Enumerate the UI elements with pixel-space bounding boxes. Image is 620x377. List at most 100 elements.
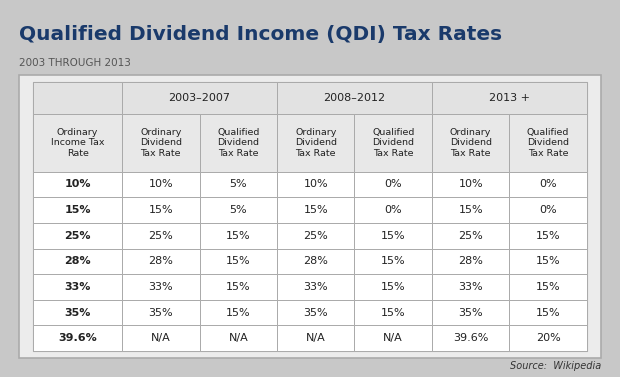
Text: 0%: 0% <box>384 205 402 215</box>
Bar <box>277 172 355 197</box>
Text: 33%: 33% <box>458 282 483 292</box>
Text: 5%: 5% <box>229 205 247 215</box>
Bar <box>33 325 122 351</box>
Bar <box>122 274 200 300</box>
Text: 28%: 28% <box>64 256 91 266</box>
Text: 15%: 15% <box>536 256 560 266</box>
Bar <box>355 197 432 223</box>
Text: 35%: 35% <box>303 308 328 317</box>
Text: 10%: 10% <box>458 179 483 189</box>
Bar <box>432 223 510 248</box>
Text: 15%: 15% <box>64 205 91 215</box>
Bar <box>122 248 200 274</box>
Bar <box>510 172 587 197</box>
Bar <box>510 274 587 300</box>
Bar <box>355 223 432 248</box>
Bar <box>510 300 587 325</box>
Text: 33%: 33% <box>303 282 328 292</box>
Text: 15%: 15% <box>536 282 560 292</box>
Bar <box>33 248 122 274</box>
Text: 28%: 28% <box>303 256 328 266</box>
Bar <box>200 114 277 172</box>
Bar <box>200 325 277 351</box>
Bar <box>432 197 510 223</box>
Bar <box>277 274 355 300</box>
Bar <box>33 114 122 172</box>
Bar <box>432 172 510 197</box>
Bar <box>122 172 200 197</box>
Text: 15%: 15% <box>149 205 173 215</box>
Text: 15%: 15% <box>381 231 405 241</box>
Text: Qualified
Dividend
Tax Rate: Qualified Dividend Tax Rate <box>527 128 569 158</box>
Bar <box>277 325 355 351</box>
Text: 25%: 25% <box>148 231 173 241</box>
Bar <box>277 223 355 248</box>
Text: 10%: 10% <box>64 179 91 189</box>
Text: Ordinary
Dividend
Tax Rate: Ordinary Dividend Tax Rate <box>140 128 182 158</box>
Text: 15%: 15% <box>226 282 250 292</box>
Text: 35%: 35% <box>458 308 483 317</box>
Bar <box>277 300 355 325</box>
Bar <box>33 197 122 223</box>
Bar <box>432 114 510 172</box>
Text: 25%: 25% <box>303 231 328 241</box>
Bar <box>355 172 432 197</box>
Bar <box>122 197 200 223</box>
Bar <box>432 248 510 274</box>
Text: 15%: 15% <box>226 231 250 241</box>
Text: 10%: 10% <box>303 179 328 189</box>
Bar <box>200 197 277 223</box>
Bar <box>432 325 510 351</box>
Text: 15%: 15% <box>303 205 328 215</box>
Text: 39.6%: 39.6% <box>453 333 489 343</box>
Text: 20%: 20% <box>536 333 560 343</box>
Text: 15%: 15% <box>381 308 405 317</box>
Text: 15%: 15% <box>381 256 405 266</box>
Bar <box>200 223 277 248</box>
Bar <box>510 325 587 351</box>
Bar <box>122 300 200 325</box>
Text: 15%: 15% <box>226 308 250 317</box>
Text: 10%: 10% <box>149 179 173 189</box>
Text: Qualified
Dividend
Tax Rate: Qualified Dividend Tax Rate <box>217 128 259 158</box>
Text: N/A: N/A <box>306 333 326 343</box>
Bar <box>355 114 432 172</box>
Bar <box>33 223 122 248</box>
Bar <box>510 223 587 248</box>
Bar <box>432 300 510 325</box>
Text: Ordinary
Dividend
Tax Rate: Ordinary Dividend Tax Rate <box>294 128 337 158</box>
Bar <box>355 325 432 351</box>
Bar <box>33 172 122 197</box>
Text: 33%: 33% <box>64 282 91 292</box>
Bar <box>122 83 277 114</box>
Bar <box>277 114 355 172</box>
Text: 25%: 25% <box>64 231 91 241</box>
Bar <box>510 114 587 172</box>
Text: N/A: N/A <box>228 333 248 343</box>
Bar <box>122 114 200 172</box>
Text: 2013 +: 2013 + <box>489 93 530 103</box>
Text: 28%: 28% <box>458 256 483 266</box>
Bar <box>122 325 200 351</box>
Text: 0%: 0% <box>539 205 557 215</box>
Text: Qualified
Dividend
Tax Rate: Qualified Dividend Tax Rate <box>372 128 414 158</box>
Text: 15%: 15% <box>536 308 560 317</box>
Text: Source:  Wikipedia: Source: Wikipedia <box>510 361 601 371</box>
Text: 25%: 25% <box>458 231 483 241</box>
Bar <box>200 300 277 325</box>
Text: Ordinary
Dividend
Tax Rate: Ordinary Dividend Tax Rate <box>450 128 492 158</box>
Text: N/A: N/A <box>383 333 403 343</box>
Bar <box>355 248 432 274</box>
Text: 5%: 5% <box>229 179 247 189</box>
Text: 35%: 35% <box>149 308 173 317</box>
Text: 15%: 15% <box>458 205 483 215</box>
Text: 2003–2007: 2003–2007 <box>169 93 231 103</box>
Text: 28%: 28% <box>148 256 173 266</box>
Bar <box>355 274 432 300</box>
Text: 2008–2012: 2008–2012 <box>324 93 386 103</box>
FancyBboxPatch shape <box>19 75 601 358</box>
Text: 33%: 33% <box>149 282 173 292</box>
Bar <box>277 83 432 114</box>
Text: 0%: 0% <box>539 179 557 189</box>
Text: Ordinary
Income Tax
Rate: Ordinary Income Tax Rate <box>51 128 104 158</box>
